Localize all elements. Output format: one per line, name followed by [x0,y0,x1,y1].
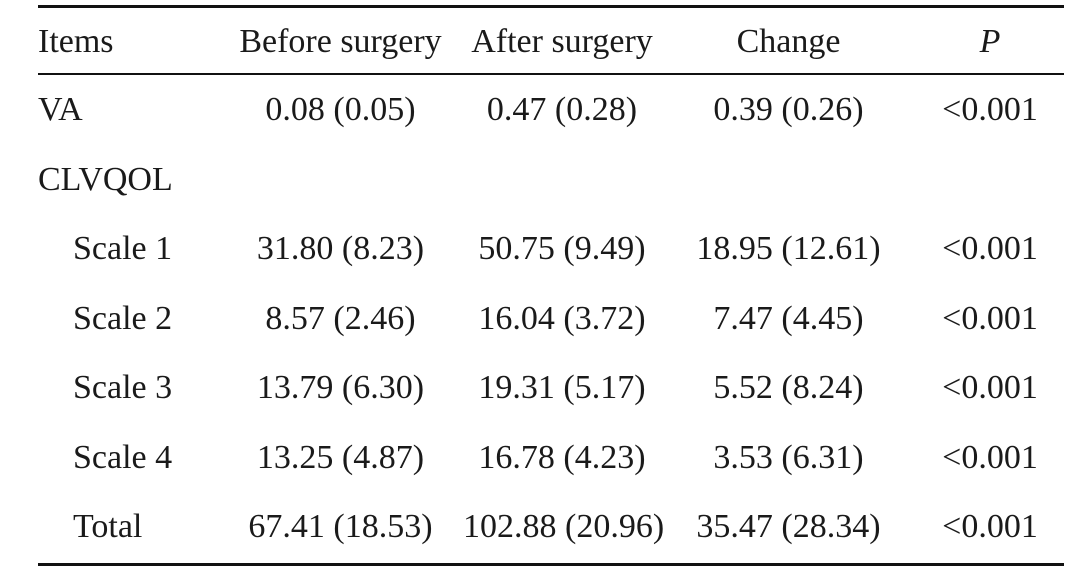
cell-p: <0.001 [942,299,1038,337]
cell-before: 0.08 (0.05) [265,91,416,128]
cell-before: 67.41 (18.53) [248,508,433,546]
header-items: Items [38,22,114,60]
row-label: Scale 4 [73,438,173,476]
row-label: Total [73,508,143,546]
header-p-value: P [979,22,1001,60]
cell-p: <0.001 [942,438,1038,476]
table-bottom-rule [38,563,1064,566]
cell-p [916,145,1064,215]
row-label: CLVQOL [38,160,173,198]
cell-p: <0.001 [942,91,1038,128]
cell-p: <0.001 [942,508,1038,546]
cell-change: 5.52 (8.24) [713,369,864,407]
header-change: Change [736,22,841,60]
results-table: Items Before surgery After surgery Chang… [38,8,1064,562]
table-row-scale-1: Scale 1 31.80 (8.23) 50.75 (9.49) 18.95 … [38,215,1064,285]
table-row-scale-3: Scale 3 13.79 (6.30) 19.31 (5.17) 5.52 (… [38,354,1064,424]
header-after-surgery: After surgery [471,22,653,60]
cell-before [218,145,463,215]
cell-change: 0.39 (0.26) [713,91,864,128]
cell-change: 35.47 (28.34) [696,508,881,546]
cell-before: 8.57 (2.46) [265,299,416,337]
cell-change: 7.47 (4.45) [713,299,864,337]
table-row-total: Total 67.41 (18.53) 102.88 (20.96) 35.47… [38,493,1064,563]
cell-after: 16.04 (3.72) [478,299,646,337]
cell-before: 31.80 (8.23) [256,230,425,268]
cell-p: <0.001 [942,230,1038,268]
table-row-va: VA 0.08 (0.05) 0.47 (0.28) 0.39 (0.26) <… [38,75,1064,145]
row-label: Scale 3 [73,369,173,407]
header-before-surgery: Before surgery [239,22,442,60]
cell-after: 16.78 (4.23) [478,438,646,476]
table-row-scale-2: Scale 2 8.57 (2.46) 16.04 (3.72) 7.47 (4… [38,284,1064,354]
cell-after: 50.75 (9.49) [478,230,646,268]
cell-after: 19.31 (5.17) [478,369,646,407]
cell-before: 13.25 (4.87) [256,438,425,476]
cell-change [661,145,916,215]
cell-p: <0.001 [942,369,1038,407]
cell-after: 102.88 (20.96) [463,508,665,546]
table-row-clvqol: CLVQOL [38,145,1064,215]
cell-before: 13.79 (6.30) [256,369,425,407]
table-header-rule [38,73,1064,75]
row-label: Scale 1 [73,230,173,268]
table-row-scale-4: Scale 4 13.25 (4.87) 16.78 (4.23) 3.53 (… [38,423,1064,493]
cell-change: 18.95 (12.61) [696,230,881,268]
cell-change: 3.53 (6.31) [713,438,864,476]
row-label: VA [38,91,83,128]
row-label: Scale 2 [73,299,173,337]
table-top-rule [38,5,1064,8]
cell-after [463,145,661,215]
cell-after: 0.47 (0.28) [486,91,638,128]
header-row: Items Before surgery After surgery Chang… [38,8,1064,75]
